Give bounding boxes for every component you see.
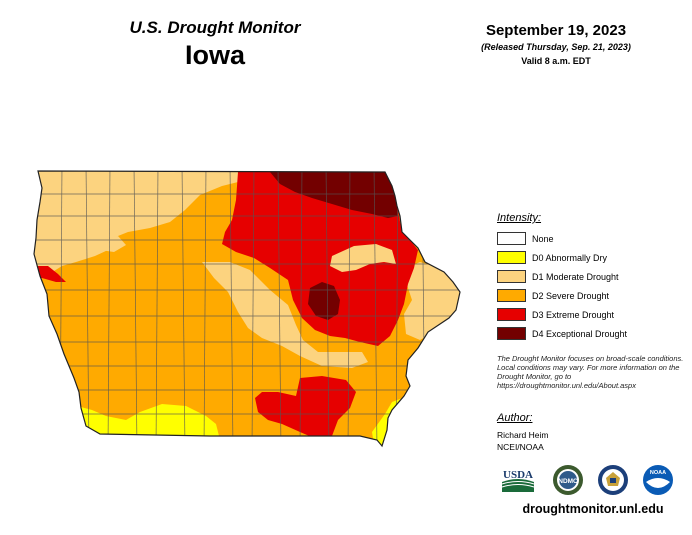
legend-item-d1: D1 Moderate Drought [497,267,687,286]
state-name: Iowa [184,40,245,70]
legend-label: D3 Extreme Drought [532,309,615,320]
noaa-logo: NOAA [643,465,673,495]
author-org: NCEI/NOAA [497,442,544,452]
d3-region-south [255,376,356,438]
released-date: (Released Thursday, Sep. 21, 2023) [481,42,631,52]
author-name: Richard Heim [497,430,549,440]
d1-region-central [202,262,368,368]
legend-label: D1 Moderate Drought [532,271,619,282]
d4-region-central [308,282,340,320]
legend-item-d2: D2 Severe Drought [497,286,687,305]
legend-label: D2 Severe Drought [532,290,610,301]
legend: Intensity: None D0 Abnormally Dry D1 Mod… [497,212,687,343]
legend-item-d0: D0 Abnormally Dry [497,248,687,267]
svg-text:USDA: USDA [503,469,533,481]
legend-swatch [497,308,526,321]
iowa-drought-map [33,170,461,448]
iowa-border [33,170,461,448]
author-heading: Author: [497,412,533,424]
partner-logos: USDA NDMC NOAA [501,465,673,495]
legend-swatch [497,270,526,283]
d0-region-south [60,404,220,440]
svg-text:NOAA: NOAA [650,470,666,476]
legend-swatch [497,232,526,245]
usda-logo: USDA [501,469,535,492]
legend-item-none: None [497,229,687,248]
map-title: U.S. Drought Monitor [129,18,301,37]
legend-swatch [497,327,526,340]
legend-swatch [497,289,526,302]
map-date: September 19, 2023 [485,22,627,39]
legend-item-d4: D4 Exceptional Drought [497,324,687,343]
ndmc-logo: NDMC [553,465,583,495]
legend-swatch [497,251,526,264]
legend-title: Intensity: [497,212,542,224]
legend-label: D0 Abnormally Dry [532,252,608,263]
d1-region-northwest [34,171,240,280]
d3-region-northeast [222,172,418,346]
footer-url[interactable]: droughtmonitor.unl.edu [522,502,664,516]
legend-item-d3: D3 Extreme Drought [497,305,687,324]
valid-time: Valid 8 a.m. EDT [521,56,591,66]
title-block: U.S. Drought Monitor Iowa [90,18,340,71]
legend-label: None [532,233,554,244]
disclaimer-note: The Drought Monitor focuses on broad-sca… [497,354,684,390]
legend-label: D4 Exceptional Drought [532,328,628,339]
doc-seal-logo [598,465,628,495]
date-block: September 19, 2023 (Released Thursday, S… [446,22,666,66]
d1-region-interior [330,244,396,272]
svg-text:NDMC: NDMC [558,478,578,485]
